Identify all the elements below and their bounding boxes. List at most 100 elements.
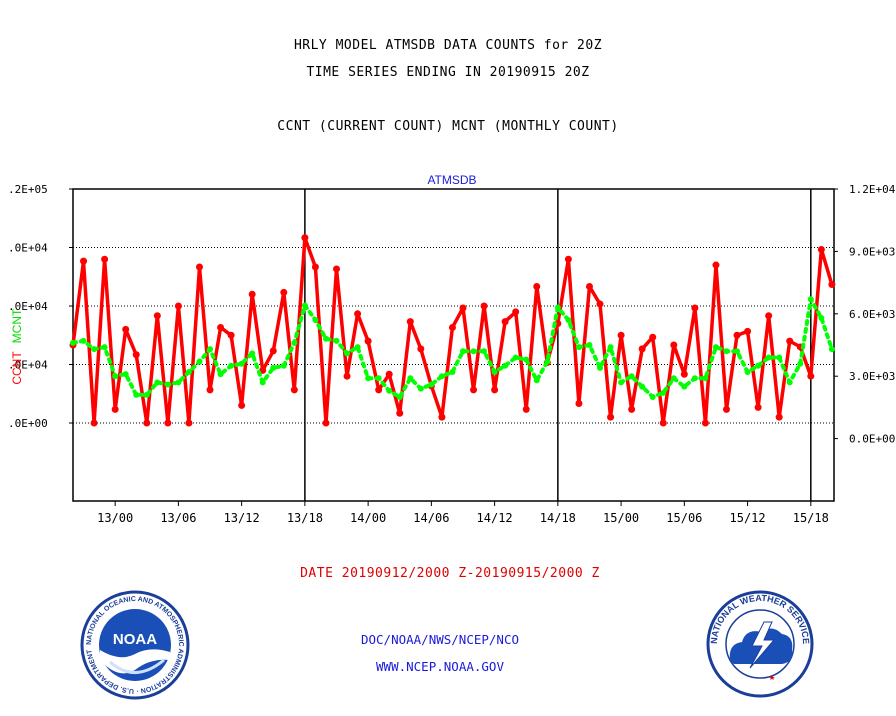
point-ccnt-53	[628, 405, 636, 413]
point-mcnt-19	[270, 364, 277, 371]
point-mcnt-34	[428, 381, 435, 388]
point-ccnt-31	[396, 409, 404, 417]
point-mcnt-15	[228, 362, 235, 369]
right-tick-label-1: 9.0E+03	[849, 245, 895, 258]
chart-title-line1: HRLY MODEL ATMSDB DATA COUNTS for 20Z	[293, 38, 603, 53]
date-range-label: DATE 20190912/2000 Z-20190915/2000 Z	[300, 566, 600, 581]
point-mcnt-22	[301, 302, 308, 309]
point-mcnt-66	[765, 354, 772, 361]
point-ccnt-40	[491, 386, 499, 394]
x-tick-label-11: 15/18	[793, 511, 829, 525]
x-tick-label-4: 14/00	[350, 511, 386, 525]
x-tick-label-7: 14/18	[540, 511, 576, 525]
x-tick-label-9: 15/06	[666, 511, 702, 525]
plot-title: ATMSDB	[427, 173, 476, 187]
point-ccnt-66	[765, 312, 773, 320]
point-mcnt-56	[660, 389, 667, 396]
point-mcnt-16	[238, 360, 245, 367]
right-tick-label-2: 6.0E+03	[849, 308, 895, 321]
point-ccnt-35	[438, 413, 446, 421]
point-mcnt-45	[544, 358, 551, 365]
point-mcnt-67	[776, 354, 783, 361]
point-mcnt-51	[607, 344, 614, 351]
website-link[interactable]: WWW.NCEP.NOAA.GOV	[376, 659, 504, 674]
point-mcnt-42	[512, 354, 519, 361]
point-mcnt-72	[828, 346, 835, 353]
point-ccnt-67	[775, 413, 783, 421]
point-mcnt-26	[344, 350, 351, 357]
point-ccnt-33	[417, 345, 425, 353]
point-ccnt-47	[564, 255, 572, 263]
point-ccnt-4	[111, 405, 119, 413]
point-ccnt-2	[90, 419, 98, 427]
point-ccnt-19	[269, 347, 277, 355]
point-mcnt-50	[597, 364, 604, 371]
point-mcnt-40	[491, 369, 498, 376]
point-ccnt-6	[132, 351, 140, 359]
point-mcnt-49	[586, 342, 593, 348]
point-mcnt-21	[291, 339, 298, 346]
point-mcnt-41	[502, 362, 509, 369]
point-ccnt-39	[480, 302, 488, 310]
point-ccnt-62	[722, 405, 730, 413]
point-ccnt-43	[522, 405, 530, 413]
point-mcnt-70	[807, 296, 814, 303]
point-ccnt-51	[607, 413, 615, 421]
point-ccnt-59	[691, 304, 699, 312]
point-ccnt-38	[470, 386, 478, 394]
point-ccnt-71	[817, 245, 825, 253]
point-ccnt-42	[512, 308, 520, 316]
point-mcnt-0	[70, 339, 76, 346]
point-mcnt-64	[744, 369, 751, 376]
plot-frame	[72, 188, 835, 502]
point-mcnt-44	[533, 377, 540, 384]
point-ccnt-50	[596, 300, 604, 308]
point-ccnt-30	[385, 370, 393, 378]
point-mcnt-12	[196, 358, 203, 365]
point-mcnt-39	[481, 348, 488, 355]
noaa-logo[interactable]: NOAA NATIONAL OCEANIC AND ATMOSPHERIC AD…	[80, 590, 190, 700]
point-mcnt-7	[143, 391, 150, 398]
point-ccnt-9	[164, 419, 172, 427]
point-ccnt-21	[290, 386, 298, 394]
point-mcnt-62	[723, 348, 730, 355]
point-ccnt-64	[744, 327, 752, 335]
point-ccnt-8	[153, 312, 161, 320]
point-ccnt-52	[617, 331, 625, 339]
point-mcnt-23	[312, 317, 319, 324]
point-ccnt-65	[754, 403, 762, 411]
point-mcnt-59	[691, 375, 698, 382]
point-mcnt-6	[133, 391, 140, 398]
point-mcnt-46	[554, 304, 561, 311]
plot-area: .2E+05 .0E+04 .0E+04 .0E+04 .0E+00 1.2E+04 9.0…	[8, 183, 896, 525]
point-ccnt-3	[101, 255, 109, 263]
point-ccnt-13	[206, 386, 214, 394]
point-ccnt-14	[217, 323, 225, 331]
point-ccnt-48	[575, 400, 583, 407]
nws-logo[interactable]: NATIONAL WEATHER SERVICE	[706, 590, 814, 698]
point-ccnt-60	[701, 419, 709, 427]
point-ccnt-24	[322, 419, 330, 427]
left-tick-label-3: .0E+04	[8, 359, 48, 372]
point-mcnt-20	[280, 362, 287, 369]
point-ccnt-58	[680, 370, 688, 378]
point-ccnt-1	[80, 257, 88, 265]
point-mcnt-28	[365, 375, 372, 382]
point-mcnt-53	[628, 373, 635, 380]
point-mcnt-18	[259, 379, 266, 386]
chart-subtitle: CCNT (CURRENT COUNT) MCNT (MONTHLY COUNT…	[277, 119, 619, 134]
point-mcnt-33	[417, 385, 424, 392]
point-mcnt-63	[734, 348, 741, 355]
point-ccnt-11	[185, 419, 193, 427]
point-mcnt-25	[333, 337, 340, 344]
point-mcnt-69	[797, 360, 804, 367]
point-mcnt-14	[217, 371, 224, 378]
org-link[interactable]: DOC/NOAA/NWS/NCEP/NCO	[360, 632, 520, 647]
point-mcnt-38	[470, 348, 477, 355]
point-mcnt-65	[755, 362, 762, 369]
point-ccnt-27	[354, 310, 362, 318]
point-mcnt-36	[449, 369, 456, 376]
point-ccnt-12	[195, 263, 203, 271]
